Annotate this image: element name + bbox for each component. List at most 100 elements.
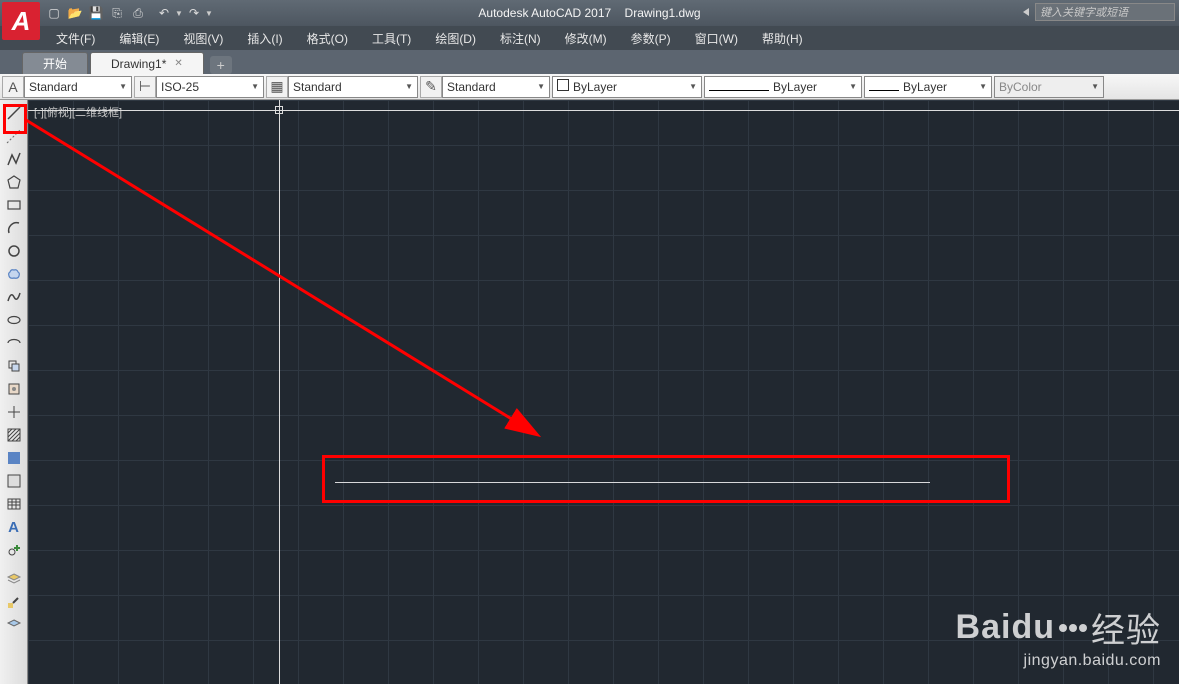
gradient-tool[interactable] [2,447,26,469]
menu-window[interactable]: 窗口(W) [683,26,750,50]
app-logo-icon[interactable]: A [2,2,40,40]
menu-insert[interactable]: 插入(I) [235,26,294,50]
ml-style-icon[interactable]: ✎ [420,76,442,98]
menu-view[interactable]: 视图(V) [171,26,235,50]
line-tool[interactable] [2,102,26,124]
linetype-sample-icon [709,90,769,91]
drawn-line-entity [335,482,930,483]
make-block-tool[interactable] [2,378,26,400]
tab-start[interactable]: 开始 [22,52,88,74]
redo-dropdown-icon[interactable]: ▼ [205,9,213,18]
plotstyle-group: ByColor▼ [994,76,1104,98]
linetype-group: ByLayer▼ [704,76,862,98]
hatch-tool[interactable] [2,424,26,446]
ml-style-dropdown[interactable]: Standard▼ [442,76,550,98]
app-name: Autodesk AutoCAD 2017 [478,6,611,20]
crosshair-pickbox [275,106,283,114]
new-icon[interactable]: ▢ [44,3,64,23]
insert-block-tool[interactable] [2,355,26,377]
dim-style-icon[interactable]: ⊢ [134,76,156,98]
text-style-icon[interactable]: A [2,76,24,98]
open-icon[interactable]: 📂 [65,3,85,23]
menu-dimension[interactable]: 标注(N) [488,26,553,50]
layer-manager-tool[interactable] [2,568,26,590]
main-area: A [-][俯视][二维线框] Baidu 经验 jingyan.baidu.c… [0,100,1179,684]
crosshair-horizontal [28,110,1179,111]
table-style-value: Standard [293,80,342,94]
menu-parametric[interactable]: 参数(P) [619,26,683,50]
menu-tools[interactable]: 工具(T) [360,26,423,50]
menu-draw[interactable]: 绘图(D) [423,26,488,50]
quick-access-toolbar: ▢ 📂 💾 ⎘ ⎙ ↶ ▼ ↷ ▼ [44,3,213,23]
save-icon[interactable]: 💾 [86,3,106,23]
lineweight-dropdown[interactable]: ByLayer▼ [864,76,992,98]
match-properties-tool[interactable] [2,591,26,613]
table-style-group: ▦ Standard▼ [266,76,418,98]
dim-style-group: ⊢ ISO-25▼ [134,76,264,98]
menu-help[interactable]: 帮助(H) [750,26,815,50]
layer-value: ByLayer [573,80,617,94]
redo-icon[interactable]: ↷ [184,3,204,23]
polygon-tool[interactable] [2,171,26,193]
dim-style-value: ISO-25 [161,80,199,94]
window-title: Autodesk AutoCAD 2017 Drawing1.dwg [478,6,700,20]
tab-close-icon[interactable]: ✕ [174,58,182,69]
layer-states-tool[interactable] [2,614,26,636]
tabbar: 开始 Drawing1* ✕ + [0,50,1179,74]
mtext-tool[interactable]: A [2,516,26,538]
revision-cloud-tool[interactable] [2,263,26,285]
polyline-tool[interactable] [2,148,26,170]
ml-style-group: ✎ Standard▼ [420,76,550,98]
dim-style-dropdown[interactable]: ISO-25▼ [156,76,264,98]
lineweight-group: ByLayer▼ [864,76,992,98]
table-style-dropdown[interactable]: Standard▼ [288,76,418,98]
ml-style-value: Standard [447,80,496,94]
spline-tool[interactable] [2,286,26,308]
tab-start-label: 开始 [43,55,67,72]
region-tool[interactable] [2,470,26,492]
undo-dropdown-icon[interactable]: ▼ [175,9,183,18]
search-input[interactable]: 键入关键字或短语 [1035,3,1175,21]
drawing-canvas[interactable]: [-][俯视][二维线框] Baidu 经验 jingyan.baidu.com [28,100,1179,684]
ellipse-tool[interactable] [2,309,26,331]
text-style-value: Standard [29,80,78,94]
grid-background [28,100,1179,684]
lineweight-value: ByLayer [903,80,947,94]
point-tool[interactable] [2,401,26,423]
tab-add-button[interactable]: + [210,56,232,74]
menubar: 文件(F) 编辑(E) 视图(V) 插入(I) 格式(O) 工具(T) 绘图(D… [0,26,1179,50]
layer-color-dropdown[interactable]: ByLayer▼ [552,76,702,98]
text-style-group: A Standard▼ [2,76,132,98]
crosshair-vertical [279,100,280,684]
table-style-icon[interactable]: ▦ [266,76,288,98]
search-placeholder: 键入关键字或短语 [1040,4,1128,20]
viewport-label[interactable]: [-][俯视][二维线框] [34,104,122,120]
style-toolbar: A Standard▼ ⊢ ISO-25▼ ▦ Standard▼ ✎ Stan… [0,74,1179,100]
rectangle-tool[interactable] [2,194,26,216]
menu-edit[interactable]: 编辑(E) [107,26,171,50]
ellipse-arc-tool[interactable] [2,332,26,354]
print-icon[interactable]: ⎙ [128,3,148,23]
arc-tool[interactable] [2,217,26,239]
plotstyle-value: ByColor [999,80,1042,94]
search-expand-icon[interactable] [1023,8,1029,16]
titlebar: A ▢ 📂 💾 ⎘ ⎙ ↶ ▼ ↷ ▼ Autodesk AutoCAD 201… [0,0,1179,26]
plotstyle-dropdown: ByColor▼ [994,76,1104,98]
menu-modify[interactable]: 修改(M) [553,26,619,50]
circle-tool[interactable] [2,240,26,262]
saveas-icon[interactable]: ⎘ [107,3,127,23]
menu-format[interactable]: 格式(O) [295,26,360,50]
construction-line-tool[interactable] [2,125,26,147]
tool-palette: A [0,100,28,684]
text-style-dropdown[interactable]: Standard▼ [24,76,132,98]
linetype-value: ByLayer [773,80,817,94]
table-tool[interactable] [2,493,26,515]
linetype-dropdown[interactable]: ByLayer▼ [704,76,862,98]
tab-drawing[interactable]: Drawing1* ✕ [90,52,204,74]
file-name: Drawing1.dwg [625,6,701,20]
tab-drawing-label: Drawing1* [111,57,166,71]
add-selected-tool[interactable] [2,539,26,561]
layer-color-group: ByLayer▼ [552,76,702,98]
undo-icon[interactable]: ↶ [154,3,174,23]
menu-file[interactable]: 文件(F) [44,26,107,50]
